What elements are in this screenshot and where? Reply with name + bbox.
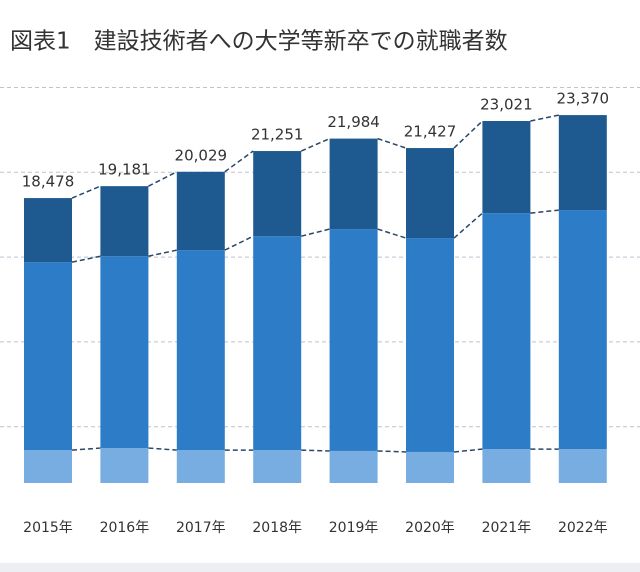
bar-segment [176, 171, 225, 251]
x-tick-label: 2017年 [176, 520, 226, 536]
bar-segment [176, 250, 225, 451]
bar-segment [482, 121, 531, 214]
connector-line [377, 450, 407, 453]
bar-segment [329, 138, 378, 230]
bar-segment [100, 186, 149, 257]
connector-line [530, 114, 559, 122]
connector-line [300, 137, 330, 152]
bar-segment [406, 238, 454, 452]
bar-segment [24, 262, 72, 451]
connector-line [224, 235, 254, 251]
connector-line [301, 228, 330, 237]
footer-band [0, 563, 640, 572]
total-label: 21,251 [251, 126, 304, 144]
connector-line [301, 449, 330, 452]
connector-line [453, 448, 483, 453]
total-label: 18,478 [22, 173, 75, 191]
x-tick-label: 2020年 [405, 520, 455, 536]
connector-line [148, 249, 177, 257]
bar-segment [406, 148, 454, 239]
bar-segment [406, 451, 454, 483]
connector-line [453, 120, 483, 149]
bar-segment [329, 450, 378, 483]
connector-line [148, 171, 178, 187]
connector-line [377, 137, 407, 149]
total-label: 19,181 [98, 161, 151, 179]
bar-segment [24, 198, 72, 263]
bar-segment [558, 449, 607, 483]
bar-segment [100, 448, 149, 483]
total-label: 23,370 [557, 90, 610, 108]
connector-line [377, 228, 407, 239]
bar-segment [329, 229, 378, 451]
connector-line [71, 185, 101, 199]
bar-segment [482, 449, 531, 483]
connector-line [148, 447, 177, 451]
connector-line [71, 447, 101, 451]
bar-segment [253, 151, 302, 237]
x-tick-label: 2015年 [23, 520, 73, 536]
x-tick-label: 2021年 [482, 520, 532, 536]
plot-area [0, 86, 640, 483]
total-label: 20,029 [175, 146, 228, 164]
total-label: 23,021 [480, 96, 533, 114]
x-tick-label: 2018年 [252, 520, 302, 536]
total-label: 21,427 [404, 123, 457, 141]
connector-line [71, 255, 101, 263]
x-tick-label: 2019年 [329, 520, 379, 536]
bar-segment [253, 236, 302, 451]
connector-line [453, 212, 483, 239]
bar-segment [558, 210, 607, 450]
bar-segment [253, 450, 302, 483]
x-tick-label: 2022年 [558, 520, 608, 536]
bar-segment [176, 450, 225, 483]
total-label: 21,984 [327, 113, 380, 131]
connector-line [224, 150, 254, 173]
x-tick-label: 2016年 [100, 520, 150, 536]
bar-segment [482, 213, 531, 450]
bar-segment [100, 256, 149, 449]
bar-segment [24, 450, 72, 483]
connector-line [530, 209, 559, 214]
bar-segment [558, 115, 607, 211]
chart-title: 図表1 建設技術者への大学等新卒での就職者数 [10, 29, 508, 55]
